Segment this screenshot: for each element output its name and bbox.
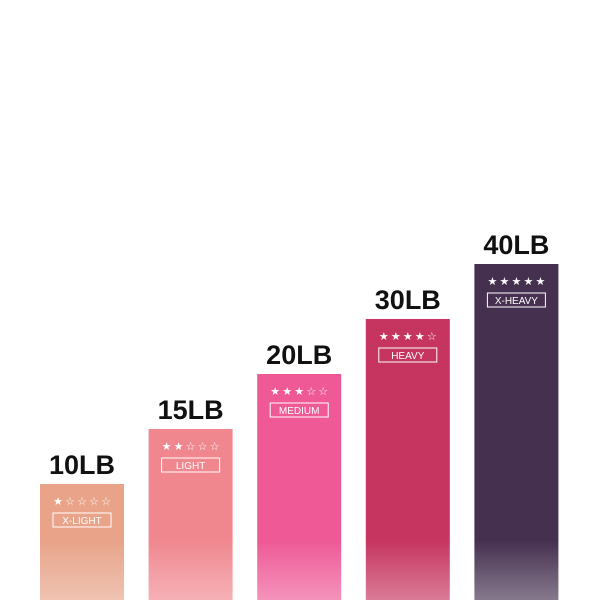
level-label: LIGHT (176, 461, 205, 472)
star: ☆ (77, 495, 87, 508)
star: ☆ (318, 385, 328, 398)
star: ★ (499, 275, 509, 288)
level-label: HEAVY (391, 351, 424, 362)
level-label: X-LIGHT (62, 516, 101, 527)
star: ★ (415, 330, 425, 343)
weight-label: 30LB (375, 285, 441, 315)
star: ☆ (101, 495, 111, 508)
star: ★ (379, 330, 389, 343)
star: ★ (535, 275, 545, 288)
level-box (378, 347, 438, 363)
star: ★ (294, 385, 304, 398)
star: ☆ (89, 495, 99, 508)
level-box (486, 292, 546, 308)
star: ★ (487, 275, 497, 288)
star: ★ (53, 495, 63, 508)
weight-label: 20LB (266, 340, 332, 370)
level-box (161, 457, 221, 473)
star: ★ (282, 385, 292, 398)
level-label: X-HEAVY (495, 296, 538, 307)
star: ★ (391, 330, 401, 343)
star: ☆ (65, 495, 75, 508)
weight-label: 15LB (158, 395, 224, 425)
level-box (269, 402, 329, 418)
star: ★ (511, 275, 521, 288)
level-label: MEDIUM (279, 406, 320, 417)
level-box (52, 512, 112, 528)
star: ☆ (186, 440, 196, 453)
star: ☆ (306, 385, 316, 398)
star: ☆ (210, 440, 220, 453)
star: ★ (174, 440, 184, 453)
star: ★ (162, 440, 172, 453)
star: ☆ (427, 330, 437, 343)
weight-label: 40LB (483, 230, 549, 260)
star: ☆ (198, 440, 208, 453)
star: ★ (270, 385, 280, 398)
star: ★ (523, 275, 533, 288)
weight-label: 10LB (49, 450, 115, 480)
star: ★ (403, 330, 413, 343)
floor-fade (0, 540, 600, 600)
